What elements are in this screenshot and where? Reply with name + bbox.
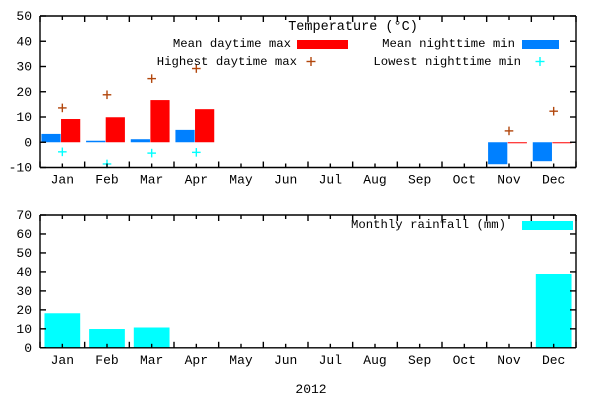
svg-text:50: 50	[16, 9, 32, 24]
svg-text:Feb: Feb	[95, 173, 118, 188]
svg-text:Jan: Jan	[51, 173, 74, 188]
svg-text:Jul: Jul	[319, 353, 343, 368]
svg-text:Dec: Dec	[542, 353, 565, 368]
svg-text:Lowest nighttime min: Lowest nighttime min	[373, 55, 521, 69]
svg-text:Mean daytime max: Mean daytime max	[173, 37, 291, 51]
svg-text:0: 0	[24, 135, 32, 150]
svg-text:Highest daytime max: Highest daytime max	[157, 55, 297, 69]
svg-text:Oct: Oct	[453, 353, 476, 368]
svg-text:Jun: Jun	[274, 353, 297, 368]
svg-text:Sep: Sep	[408, 173, 431, 188]
svg-text:50: 50	[16, 246, 32, 261]
svg-text:Monthly rainfall (mm): Monthly rainfall (mm)	[351, 218, 506, 232]
svg-text:2012: 2012	[295, 382, 326, 397]
svg-text:70: 70	[16, 208, 32, 223]
svg-text:Feb: Feb	[95, 353, 118, 368]
svg-text:20: 20	[16, 303, 32, 318]
svg-text:30: 30	[16, 60, 32, 75]
svg-text:May: May	[229, 353, 253, 368]
svg-text:Jan: Jan	[51, 353, 74, 368]
svg-text:40: 40	[16, 265, 32, 280]
svg-text:Dec: Dec	[542, 173, 565, 188]
svg-text:Mar: Mar	[140, 353, 163, 368]
svg-text:20: 20	[16, 85, 32, 100]
svg-text:60: 60	[16, 227, 32, 242]
svg-text:Jul: Jul	[319, 173, 343, 188]
svg-text:Oct: Oct	[453, 173, 476, 188]
svg-text:Nov: Nov	[497, 173, 521, 188]
svg-text:30: 30	[16, 284, 32, 299]
svg-text:Aug: Aug	[363, 173, 386, 188]
svg-text:Apr: Apr	[185, 173, 208, 188]
svg-text:0: 0	[24, 341, 32, 356]
svg-text:Temperature (°C): Temperature (°C)	[288, 20, 418, 35]
svg-text:Sep: Sep	[408, 353, 431, 368]
svg-text:-10: -10	[9, 161, 32, 176]
svg-text:10: 10	[16, 110, 32, 125]
svg-text:Mar: Mar	[140, 173, 163, 188]
svg-text:Mean nighttime min: Mean nighttime min	[382, 37, 515, 51]
svg-text:Apr: Apr	[185, 353, 208, 368]
svg-text:May: May	[229, 173, 253, 188]
svg-text:Nov: Nov	[497, 353, 521, 368]
svg-text:40: 40	[16, 34, 32, 49]
svg-text:Jun: Jun	[274, 173, 297, 188]
svg-text:Aug: Aug	[363, 353, 386, 368]
svg-text:10: 10	[16, 322, 32, 337]
